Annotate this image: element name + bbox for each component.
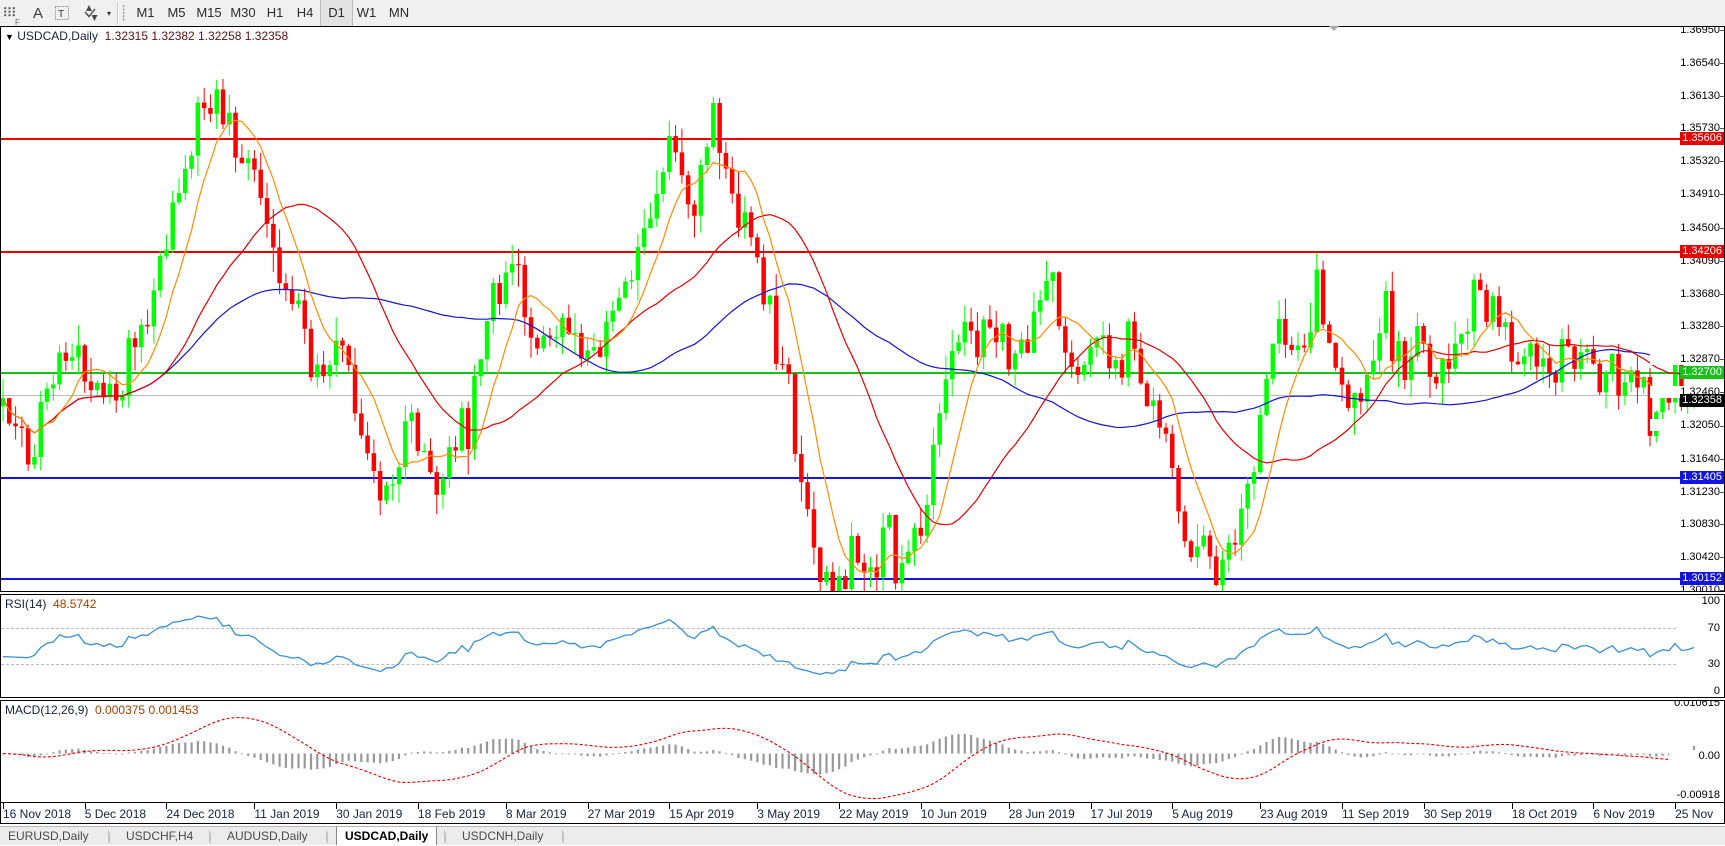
svg-text:T: T [58, 9, 64, 20]
